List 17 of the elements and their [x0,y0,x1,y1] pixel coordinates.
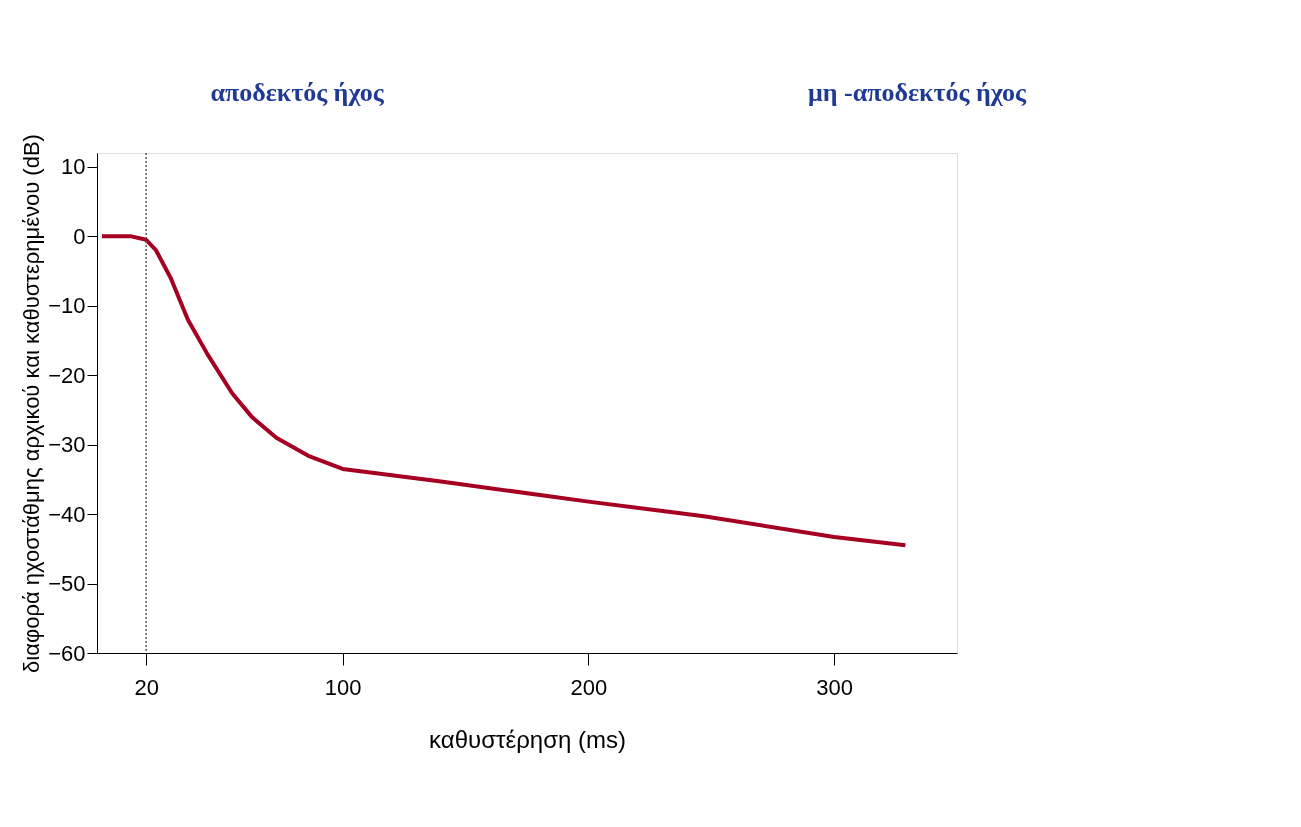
y-tick-label: −60 [48,640,86,666]
x-axis-title: καθυστέρηση (ms) [429,725,626,753]
x-tick-label: 20 [134,674,159,700]
y-tick-label: 0 [73,223,86,249]
text: μη -αποδεκτός ήχος [808,78,1027,107]
x-tick-label: 100 [324,674,362,700]
y-tick-label: 10 [61,154,86,180]
x-tick-label: 300 [816,674,853,700]
x-tick-label: 200 [570,674,608,700]
y-axis-title: διαφορά ηχοστάθμης αρχικού και καθυστερημένου (dB) [19,134,45,673]
y-tick-label: −20 [48,362,86,388]
text: αποδεκτός ήχος [210,78,385,107]
y-tick-label: −50 [48,571,86,597]
line-series [99,234,908,548]
y-tick-label: −40 [48,501,86,527]
y-tick-label: −10 [48,293,86,319]
y-tick-label: −30 [48,432,86,458]
